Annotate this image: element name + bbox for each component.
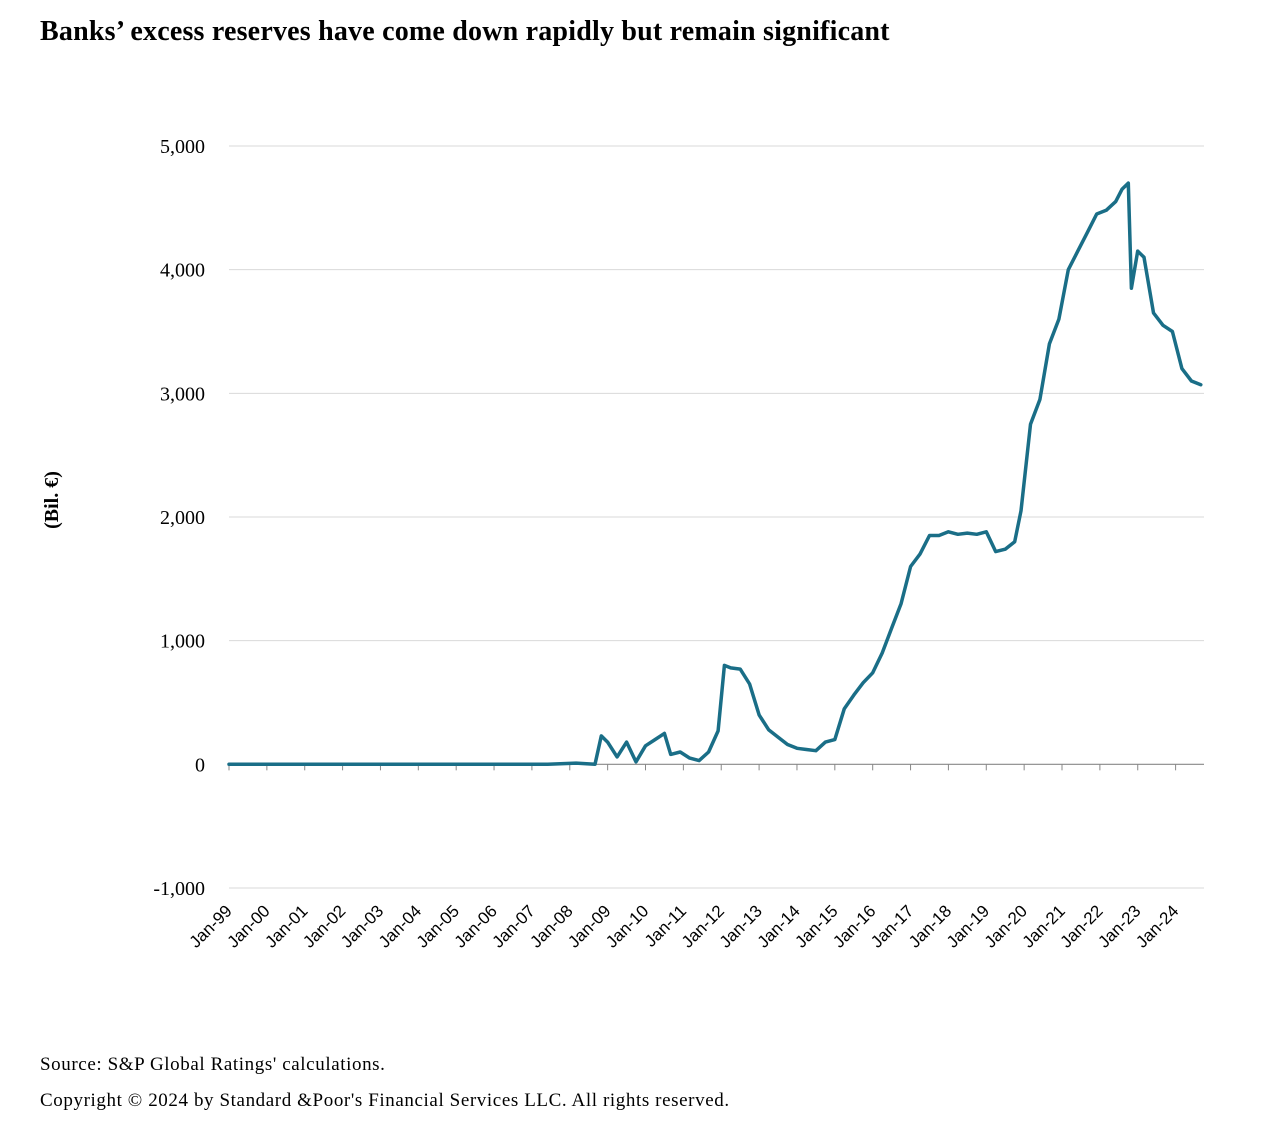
y-tick-label: -1,000 [153,878,205,900]
x-axis-ticks: Jan-99Jan-00Jan-01Jan-02Jan-03Jan-04Jan-… [186,764,1182,952]
source-note: Source: S&P Global Ratings' calculations… [40,1054,386,1075]
y-axis-label: (Bil. €) [41,471,63,529]
y-tick-label: 3,000 [160,383,205,405]
y-tick-label: 2,000 [160,507,205,529]
chart-title: Banks’ excess reserves have come down ra… [40,16,890,47]
y-tick-label: 0 [195,754,205,776]
line-chart: 5,000 4,000 3,000 2,000 1,000 0 -1,000 Jan-99J… [41,136,1204,952]
x-tick-label: Jan-24 [1132,901,1182,951]
x-tick-label: Jan-10 [602,901,652,951]
y-tick-label: 1,000 [160,631,205,653]
series-line [227,181,1203,767]
copyright-note: Copyright © 2024 by Standard &Poor's Fin… [40,1090,730,1111]
gridlines [229,145,1204,889]
series-group [227,181,1203,767]
y-tick-label: 4,000 [160,260,205,282]
y-axis-ticks: 5,000 4,000 3,000 2,000 1,000 0 -1,000 [153,136,205,900]
y-tick-label: 5,000 [160,136,205,158]
